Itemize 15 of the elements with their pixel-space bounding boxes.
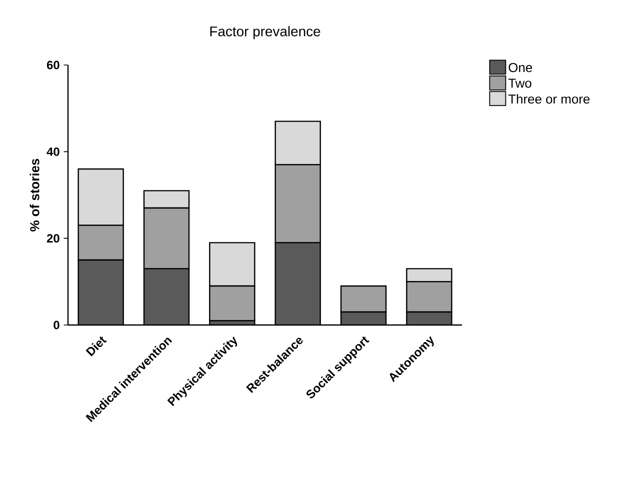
y-tick-label: 0 bbox=[54, 320, 60, 330]
bar bbox=[144, 268, 189, 325]
y-tick-label: 60 bbox=[46, 60, 60, 70]
y-tick-label: 40 bbox=[46, 147, 60, 156]
legend-label: Three or more bbox=[508, 94, 590, 104]
y-axis-title: % of stories bbox=[30, 158, 40, 232]
bar bbox=[341, 312, 386, 325]
bar bbox=[78, 260, 124, 325]
bar bbox=[340, 285, 387, 313]
y-tick-label: 20 bbox=[46, 234, 60, 243]
legend-label: One bbox=[508, 62, 532, 72]
legend-label: Two bbox=[508, 78, 532, 88]
chart-title: Factor prevalence bbox=[210, 26, 320, 40]
bar bbox=[275, 242, 320, 325]
x-tick-label: Diet bbox=[86, 336, 107, 356]
